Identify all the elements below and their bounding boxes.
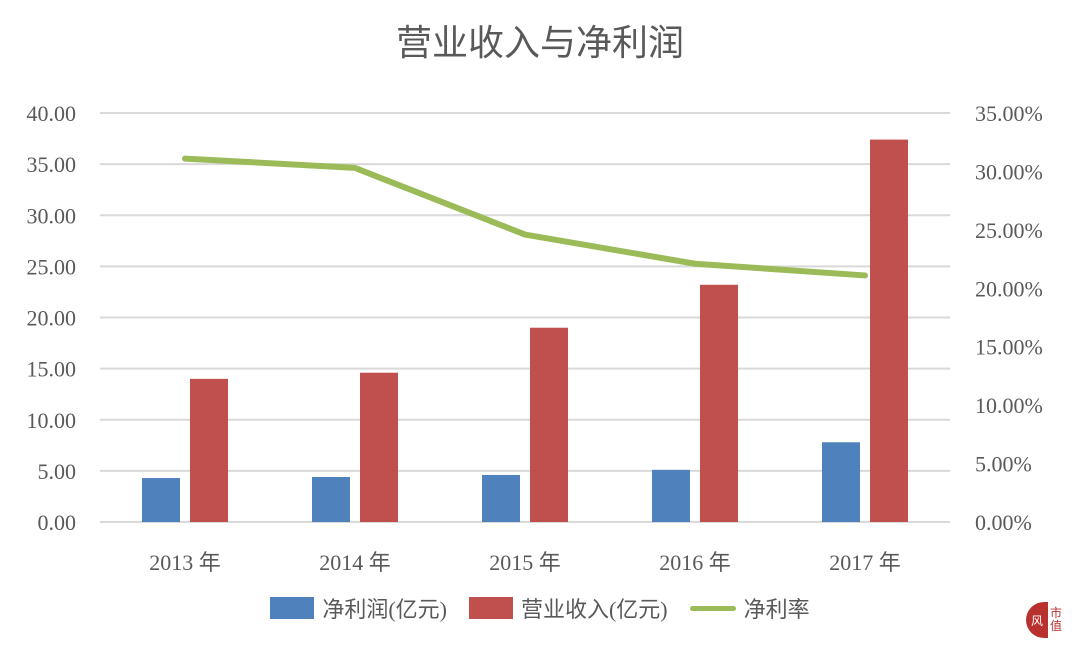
bar (360, 372, 398, 522)
bar (482, 474, 520, 522)
left-axis-tick: 20.00 (27, 306, 77, 331)
bar (530, 327, 568, 522)
chart-plot: 0.00 5.00 10.00 15.00 20.00 25.00 30.00 35.00 40… (27, 101, 1043, 575)
legend-item-net-margin: 净利率 (689, 592, 810, 624)
bar (652, 469, 690, 522)
x-axis-tick: 2013 年 (149, 550, 221, 575)
net-margin-line (182, 155, 868, 279)
legend-label-revenue: 营业收入(亿元) (520, 597, 668, 622)
right-axis-tick: 25.00% (975, 218, 1043, 243)
x-axis-tick: 2015 年 (489, 550, 561, 575)
chart-title: 营业收入与净利润 (395, 23, 684, 63)
right-axis-tick: 0.00% (975, 510, 1032, 535)
left-axis-tick: 35.00 (27, 152, 77, 177)
left-axis-tick: 10.00 (27, 408, 77, 433)
left-axis-tick: 40.00 (27, 101, 77, 126)
right-axis-tick: 15.00% (975, 335, 1043, 360)
x-axis-tick: 2016 年 (659, 550, 731, 575)
legend-swatch-net-margin (689, 605, 736, 611)
bar (190, 378, 228, 522)
bar (142, 478, 180, 522)
chart-legend: 净利润(亿元) 营业收入(亿元) 净利率 (0, 592, 1080, 624)
watermark-logo: 风 市值 (1026, 602, 1064, 638)
legend-swatch-net-profit (270, 597, 315, 619)
left-axis-tick: 5.00 (38, 459, 77, 484)
right-axis-tick: 20.00% (975, 276, 1043, 301)
right-axis-tick: 5.00% (975, 452, 1032, 477)
x-axis-tick: 2014 年 (319, 550, 391, 575)
logo-icon: 风 (1026, 602, 1048, 638)
bar (700, 284, 738, 522)
legend-swatch-revenue (468, 597, 513, 619)
left-axis-tick: 25.00 (27, 254, 77, 279)
legend-label-net-profit: 净利润(亿元) (322, 597, 447, 622)
left-axis-tick: 0.00 (38, 510, 77, 535)
right-axis-tick: 30.00% (975, 159, 1043, 184)
bar (870, 139, 908, 522)
right-axis-tick: 10.00% (975, 393, 1043, 418)
bar (822, 442, 860, 522)
logo-text: 市值 (1050, 606, 1063, 633)
left-axis-tick: 15.00 (27, 357, 77, 382)
legend-item-net-profit: 净利润(亿元) (270, 592, 447, 624)
left-axis-tick: 30.00 (27, 203, 77, 228)
x-axis-tick: 2017 年 (829, 550, 901, 575)
bar (312, 477, 350, 522)
legend-item-revenue: 营业收入(亿元) (468, 592, 668, 624)
legend-label-net-margin: 净利率 (743, 597, 810, 622)
right-axis-tick: 35.00% (975, 101, 1043, 126)
